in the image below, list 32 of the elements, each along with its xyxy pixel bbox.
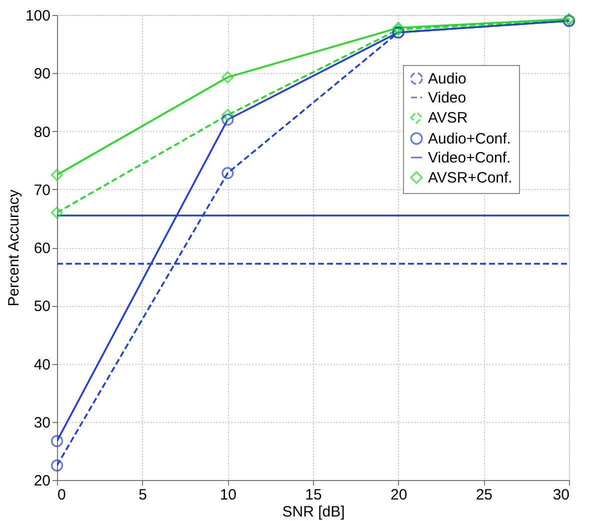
y-tick-label: 80	[34, 124, 50, 141]
point	[50, 206, 64, 219]
point	[222, 114, 234, 126]
y-tick-label: 50	[34, 298, 50, 316]
point	[222, 167, 234, 180]
x-tick-label: 10	[220, 486, 237, 504]
x-tick-label: 15	[305, 486, 322, 504]
point	[222, 71, 234, 84]
point	[222, 108, 234, 122]
point	[50, 168, 64, 181]
legend-label: AVSR+Conf.	[428, 170, 512, 186]
legend-label: Audio+Conf.	[428, 130, 511, 148]
legend-label: AVSR	[428, 110, 468, 126]
legend-label: Video	[428, 90, 466, 106]
legend-label: Audio	[428, 70, 466, 88]
y-tick-label: 20	[34, 472, 50, 490]
x-tick-label: 0	[58, 486, 66, 504]
point	[50, 435, 64, 448]
legend-label: Video+Conf.	[428, 150, 511, 166]
x-tick-label: 5	[138, 486, 148, 504]
x-tick-label: 20	[390, 486, 408, 504]
y-tick-label: 90	[34, 66, 50, 83]
y-tick-label: 70	[34, 182, 50, 199]
x-tick-label: 25	[476, 486, 493, 504]
y-tick-label: 100	[25, 8, 50, 24]
y-tick-label: 60	[34, 240, 50, 257]
point	[50, 459, 64, 472]
x-tick-label: 30	[552, 486, 570, 504]
y-tick-label: 40	[34, 356, 50, 374]
y-tick-label: 30	[34, 414, 50, 432]
x-axis-title: SNR [dB]	[282, 504, 345, 520]
y-axis-title: Percent Accuracy	[5, 189, 22, 306]
